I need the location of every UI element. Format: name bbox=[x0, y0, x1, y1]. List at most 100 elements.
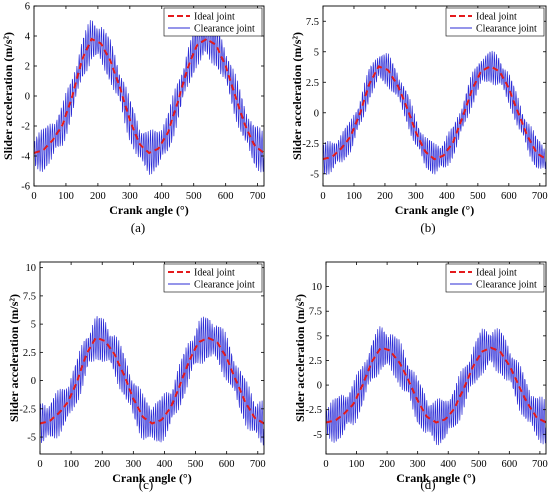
x-tick-label: 100 bbox=[63, 459, 79, 470]
panel-label: (c) bbox=[139, 477, 153, 492]
x-axis-label: Crank angle (°) bbox=[396, 471, 475, 485]
y-tick-label: 7.5 bbox=[306, 17, 319, 28]
x-tick-label: 100 bbox=[349, 459, 365, 470]
legend-label-clearance: Clearance joint bbox=[476, 24, 537, 35]
x-tick-label: 500 bbox=[470, 191, 486, 202]
x-tick-label: 300 bbox=[410, 459, 426, 470]
panel-label: (b) bbox=[420, 220, 435, 235]
legend-box bbox=[445, 7, 545, 37]
y-axis-label: Slider acceleration (m/s²) bbox=[1, 32, 15, 160]
y-tick-label: 7.5 bbox=[309, 307, 322, 318]
y-tick-label: 0 bbox=[317, 381, 322, 392]
x-tick-label: 400 bbox=[154, 191, 170, 202]
x-tick-label: 100 bbox=[58, 191, 74, 202]
x-tick-label: 100 bbox=[346, 191, 362, 202]
clearance-joint-line bbox=[326, 326, 546, 446]
legend-label-clearance: Clearance joint bbox=[194, 24, 255, 35]
x-tick-label: 500 bbox=[471, 459, 487, 470]
clearance-joint-line bbox=[34, 20, 264, 175]
x-tick-label: 700 bbox=[250, 459, 266, 470]
y-tick-label: -2.5 bbox=[302, 139, 319, 150]
chart-panel-3: 0 100 200 300 400 500 600 700 -5 -2.5 0 2.5 5 7.5 10 Cr… bbox=[7, 261, 266, 492]
x-tick-label: 700 bbox=[532, 459, 548, 470]
x-tick-label: 400 bbox=[157, 459, 173, 470]
x-tick-label: 600 bbox=[218, 191, 234, 202]
y-tick-label: 0 bbox=[314, 108, 319, 119]
legend-box bbox=[163, 263, 263, 293]
y-tick-label: 2.5 bbox=[309, 356, 322, 367]
y-tick-label: 2.5 bbox=[23, 348, 36, 359]
chart-panel-4: 0 100 200 300 400 500 600 700 -5 -2.5 0 2.5 5 7.5 10 Cr… bbox=[293, 261, 548, 492]
x-tick-label: 500 bbox=[188, 459, 204, 470]
legend-label-ideal: Ideal joint bbox=[476, 12, 517, 23]
y-tick-label: -2 bbox=[21, 122, 30, 133]
legend-label-ideal: Ideal joint bbox=[194, 12, 235, 23]
y-tick-label: 7.5 bbox=[23, 291, 36, 302]
y-tick-label: 10 bbox=[26, 263, 37, 274]
y-tick-label: 4 bbox=[25, 32, 31, 43]
x-tick-label: 500 bbox=[186, 191, 202, 202]
axes-box bbox=[39, 261, 265, 455]
x-tick-label: 700 bbox=[250, 191, 266, 202]
y-tick-label: -2.5 bbox=[305, 405, 322, 416]
x-tick-label: 200 bbox=[377, 191, 393, 202]
legend-box bbox=[163, 7, 263, 37]
y-tick-label: -4 bbox=[21, 152, 30, 163]
legend-label-ideal: Ideal joint bbox=[476, 268, 517, 279]
x-tick-label: 600 bbox=[219, 459, 235, 470]
x-tick-label: 200 bbox=[90, 191, 106, 202]
ideal-joint-line bbox=[34, 37, 264, 155]
x-tick-label: 0 bbox=[31, 191, 36, 202]
chart-panel-1: 0 100 200 300 400 500 600 700 -6 -4 -2 0 2 4 6 Crank an… bbox=[1, 2, 265, 236]
y-axis-label: Slider acceleration (m/s²) bbox=[293, 294, 307, 422]
y-tick-label: -5 bbox=[310, 169, 319, 180]
y-tick-label: -5 bbox=[27, 433, 36, 444]
clearance-joint-line bbox=[323, 50, 546, 175]
y-tick-label: -5 bbox=[313, 430, 322, 441]
legend-label-ideal: Ideal joint bbox=[194, 268, 235, 279]
axes-box bbox=[325, 261, 547, 455]
x-tick-label: 600 bbox=[501, 191, 517, 202]
y-tick-label: 6 bbox=[25, 2, 30, 13]
y-tick-label: 0 bbox=[31, 376, 36, 387]
legend-label-clearance: Clearance joint bbox=[476, 280, 537, 291]
x-tick-label: 200 bbox=[94, 459, 110, 470]
x-axis-label: Crank angle (°) bbox=[109, 203, 188, 217]
x-tick-label: 400 bbox=[440, 459, 456, 470]
chart-panel-2: 0 100 200 300 400 500 600 700 -5 -2.5 0 2.5 5 7.5 Cran… bbox=[290, 5, 548, 235]
x-tick-label: 200 bbox=[379, 459, 395, 470]
y-tick-label: 10 bbox=[312, 282, 323, 293]
ideal-joint-line bbox=[323, 65, 546, 161]
y-tick-label: 5 bbox=[314, 47, 319, 58]
x-tick-label: 300 bbox=[122, 191, 138, 202]
y-axis-label: Slider acceleration (m/s²) bbox=[7, 294, 21, 422]
panel-label: (a) bbox=[131, 220, 145, 235]
y-tick-label: 5 bbox=[31, 320, 36, 331]
legend-box bbox=[445, 263, 545, 293]
x-tick-label: 600 bbox=[501, 459, 517, 470]
y-tick-label: 2 bbox=[25, 62, 30, 73]
y-tick-label: 2.5 bbox=[306, 78, 319, 89]
x-tick-label: 300 bbox=[125, 459, 141, 470]
x-tick-label: 700 bbox=[532, 191, 548, 202]
y-tick-label: 5 bbox=[317, 331, 322, 342]
y-tick-label: -2.5 bbox=[19, 404, 36, 415]
legend-label-clearance: Clearance joint bbox=[194, 280, 255, 291]
y-tick-label: -6 bbox=[21, 182, 30, 193]
ideal-joint-line bbox=[326, 346, 546, 424]
ideal-joint-line bbox=[40, 336, 264, 425]
x-tick-label: 0 bbox=[37, 459, 42, 470]
x-tick-label: 0 bbox=[320, 191, 325, 202]
x-tick-label: 0 bbox=[323, 459, 328, 470]
x-axis-label: Crank angle (°) bbox=[395, 203, 474, 217]
x-tick-label: 300 bbox=[408, 191, 424, 202]
axes-box bbox=[322, 5, 547, 187]
clearance-joint-line bbox=[40, 316, 264, 446]
x-tick-label: 400 bbox=[439, 191, 455, 202]
panel-label: (d) bbox=[420, 477, 435, 492]
x-axis-label: Crank angle (°) bbox=[112, 471, 191, 485]
y-axis-label: Slider acceleration (m/s²) bbox=[290, 32, 304, 160]
y-tick-label: 0 bbox=[25, 92, 30, 103]
